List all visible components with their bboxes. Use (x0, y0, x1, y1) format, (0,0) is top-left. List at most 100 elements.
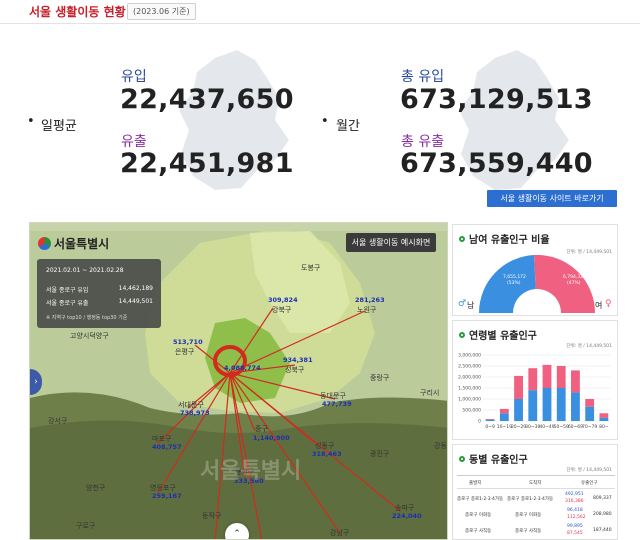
dong-header-to: 도착지 (529, 481, 542, 486)
x-tick-label: 80~ (599, 424, 609, 430)
region-gangdong: 강동 (434, 442, 447, 450)
region-guro: 구로구 (76, 522, 96, 530)
seoul-logo: 서울특별시 (38, 235, 109, 252)
y-tick-label: 500,000 (462, 408, 481, 414)
x-tick-label: 30~39 (525, 424, 540, 430)
example-map-panel: 서울특별시 서울 생활이동 예시화면 2021.02.01 ~ 2021.02.… (29, 222, 448, 540)
gender-donut (478, 255, 596, 313)
region-guri: 구리시 (420, 389, 440, 397)
bar-male-70~79 (585, 406, 595, 421)
gender-card: 남여 유출인구 비율 단위: 명 / 14,449,501 7,655,172 … (452, 224, 618, 316)
bar-male-80~ (599, 417, 609, 421)
flow-value-seongdong: 318,463 (312, 450, 342, 458)
date-badge: (2023.06 기준) (127, 3, 196, 20)
x-tick-label: 10~19 (497, 424, 512, 430)
bar-male-30~39 (528, 390, 538, 421)
region-dobong: 도봉구 (301, 264, 321, 272)
daily-inflow-label: 유입 (121, 69, 147, 85)
seoul-map-silhouette-monthly (459, 50, 569, 190)
bar-male-20~29 (514, 399, 523, 421)
x-tick-label: 60~69 (568, 424, 583, 430)
x-tick-label: 40~49 (539, 424, 554, 430)
info-date: 2021.02.01 ~ 2021.02.28 (46, 267, 124, 274)
daily-inflow-value: 22,437,650 (120, 84, 294, 115)
daily-label: 일평균 (41, 119, 77, 134)
info-row2-value: 14,449,501 (118, 298, 153, 305)
y-tick-label: 1,500,000 (458, 386, 481, 392)
male-pct: (53%) (507, 281, 521, 286)
bar-female-30~39 (528, 368, 538, 391)
region-gangbuk: 강북구 (272, 306, 292, 314)
age-card-title: 연령별 유출인구 (459, 327, 537, 342)
daily-outflow-label: 유출 (121, 134, 147, 150)
page-header: 서울 생활이동 현황 (2023.06 기준) (0, 0, 640, 24)
monthly-outflow-value: 673,559,440 (400, 148, 593, 179)
bar-male-0~9 (485, 419, 495, 421)
preview-button[interactable]: 서울 생활이동 예시화면 (346, 233, 436, 252)
bar-male-60~69 (571, 392, 580, 421)
bar-male-50~59 (556, 388, 566, 421)
y-tick-label: 2,500,000 (458, 364, 481, 370)
gender-card-unit: 단위: 명 / 14,449,501 (566, 250, 612, 255)
page-title: 서울 생활이동 현황 (29, 5, 126, 19)
region-gangseo: 강서구 (48, 417, 68, 425)
expand-arrow-icon[interactable]: › (30, 369, 42, 395)
monthly-outflow-label: 총 유출 (401, 134, 445, 150)
flow-value-seongbuk: 934,381 (283, 356, 313, 364)
bar-female-20~29 (514, 375, 523, 399)
dong-header-total: 유출인구 (581, 481, 598, 486)
region-yongsan: 용산구 (235, 468, 255, 476)
bar-male-10~19 (499, 413, 509, 421)
bar-female-10~19 (499, 408, 509, 414)
male-person-icon: ♂ (458, 299, 467, 309)
info-row1-label: 서울 종로구 유입 (46, 287, 89, 294)
region-gangnam: 강남구 (330, 529, 350, 537)
male-value: 7,655,172 (503, 275, 526, 280)
y-tick-label: 0 (478, 419, 481, 425)
flow-value-yeongdeungpo: 259,167 (152, 492, 182, 500)
scroll-up-icon[interactable]: ⌃ (225, 523, 249, 539)
daily-outflow-value: 22,451,981 (120, 148, 294, 179)
x-tick-label: 20~29 (511, 424, 526, 430)
monthly-label: 월간 (336, 119, 360, 134)
region-mapo: 마포구 (152, 435, 172, 443)
x-tick-label: 70~79 (582, 424, 597, 430)
flow-value-eunpyeong: 513,710 (173, 338, 203, 346)
flow-value-center: 4,088,774 (224, 364, 261, 372)
female-label: 여 (595, 301, 603, 310)
dong-header-from: 출발지 (469, 481, 482, 486)
gender-card-title: 남여 유출인구 비율 (459, 231, 550, 246)
info-row1-value: 14,462,189 (118, 285, 153, 292)
bar-female-80~ (599, 413, 609, 418)
region-nowon: 노원구 (357, 306, 377, 314)
site-link-button[interactable]: 서울 생활이동 사이트 바로가기 (487, 190, 617, 207)
bar-female-70~79 (585, 399, 595, 407)
flow-value-mapo: 408,757 (152, 443, 182, 451)
dong-table: 출발지 도착지 유출인구 종로구 종로1·2·3·4가동 종로구 종로1·2·3… (457, 475, 615, 537)
x-tick-label: 0~9 (485, 424, 495, 430)
y-tick-label: 3,000,000 (458, 353, 481, 359)
monthly-bullet: • (321, 114, 329, 129)
flow-value-gangbuk: 309,824 (268, 296, 298, 304)
region-goyang: 고양시덕양구 (70, 332, 109, 340)
region-jungnang: 중랑구 (370, 374, 390, 382)
region-dongdaemun: 동대문구 (320, 392, 346, 400)
info-note: ※ 지역구 top10 / 행정동 top30 기준 (46, 315, 128, 321)
dong-card: 동별 유출인구 단위: 명 / 14,449,501 출발지 도착지 유출인구 … (452, 444, 618, 540)
bar-female-60~69 (571, 370, 580, 393)
female-pct: (47%) (567, 281, 581, 286)
bar-female-50~59 (556, 366, 566, 388)
age-bar-chart: 3,000,000 2,500,000 2,000,000 1,500,000 1,00… (458, 353, 611, 430)
flow-value-dongdaemun: 477,739 (322, 400, 352, 408)
y-tick-label: 1,000,000 (458, 397, 481, 403)
info-box: 2021.02.01 ~ 2021.02.28 서울 종로구 유입 14,462… (37, 259, 161, 328)
flow-value-junggu: 1,140,900 (253, 434, 290, 442)
region-yeongdeungpo: 영등포구 (150, 484, 176, 492)
flow-value-yongsan: 333,560 (234, 477, 264, 485)
age-card: 연령별 유출인구 단위: 명 / 14,449,501 3,000,000 2,5… (452, 320, 618, 440)
seoul-map-silhouette-daily (179, 50, 289, 190)
monthly-inflow-label: 총 유입 (401, 69, 445, 85)
region-yangcheon: 양천구 (86, 484, 106, 492)
daily-bullet: • (27, 114, 35, 129)
